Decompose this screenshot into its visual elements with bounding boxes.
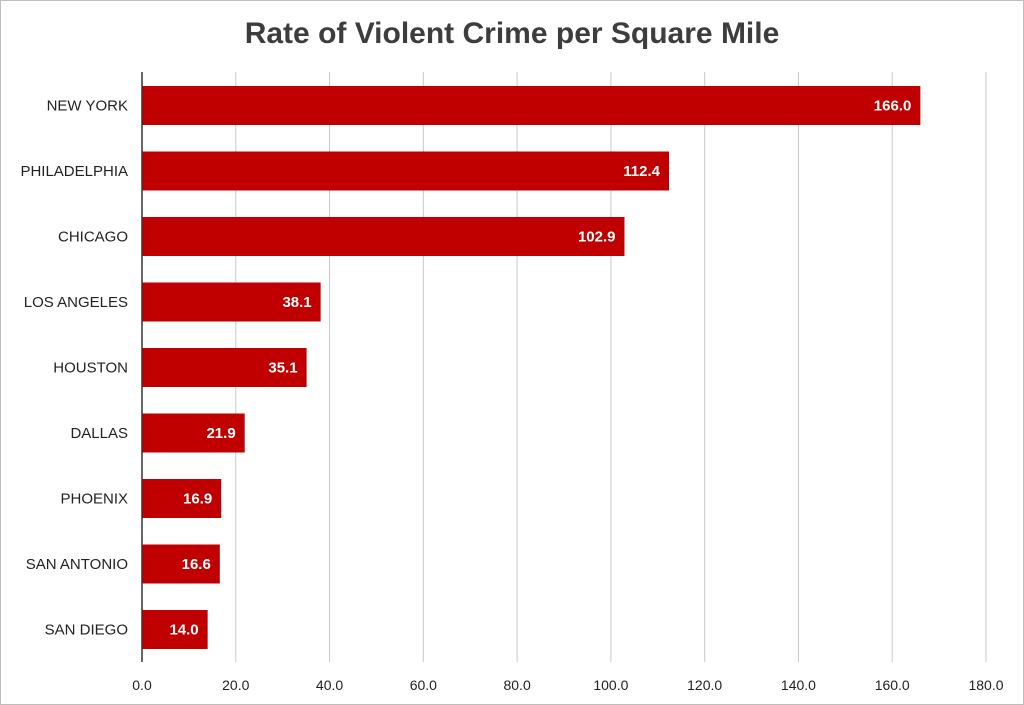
category-label: DALLAS [70,425,128,442]
x-tick-label: 100.0 [593,677,628,693]
x-tick-label: 60.0 [410,677,437,693]
bar-value-label: 35.1 [268,360,297,377]
bar [142,479,222,518]
bar [142,348,307,387]
bar-value-label: 38.1 [282,294,311,311]
bar-value-label: 21.9 [206,425,235,442]
bar [142,86,921,125]
category-label: SAN DIEGO [45,622,128,639]
bar-value-label: 102.9 [578,229,616,246]
x-tick-label: 120.0 [687,677,722,693]
bar-value-label: 112.4 [623,163,660,180]
bar [142,282,321,322]
category-label: SAN ANTONIO [26,556,128,573]
category-label: CHICAGO [58,229,128,246]
bar [142,610,208,649]
category-label: PHOENIX [60,491,128,508]
x-tick-labels: 0.0 20.0 40.0 60.0 80.0 100.0 120.0 140.0 160.0 1… [132,677,1003,693]
x-tick-label: 160.0 [875,677,910,693]
category-label: LOS ANGELES [24,294,128,311]
bar [142,151,670,191]
x-tick-label: 20.0 [222,677,249,693]
x-tick-label: 0.0 [132,677,152,693]
bar-value-label: 14.0 [169,622,198,639]
value-labels: 166.0 112.4 102.9 38.1 35.1 21.9 16.9 16.6 14.0 [169,98,911,639]
bar [142,413,245,453]
x-tick-label: 40.0 [316,677,343,693]
bars [142,86,921,649]
bar-value-label: 16.9 [183,491,212,508]
category-label: NEW YORK [47,98,128,115]
x-tick-label: 140.0 [781,677,816,693]
bar-value-label: 16.6 [182,556,211,573]
x-tick-label: 180.0 [968,677,1003,693]
bar [142,217,625,256]
x-tick-label: 80.0 [503,677,530,693]
bar-value-label: 166.0 [874,98,912,115]
category-label: PHILADELPHIA [20,163,128,180]
category-label: HOUSTON [53,360,128,377]
category-labels: NEW YORK PHILADELPHIA CHICAGO LOS ANGELES HO… [20,98,128,639]
bar [142,544,220,584]
chart-title: Rate of Violent Crime per Square Mile [245,17,780,50]
